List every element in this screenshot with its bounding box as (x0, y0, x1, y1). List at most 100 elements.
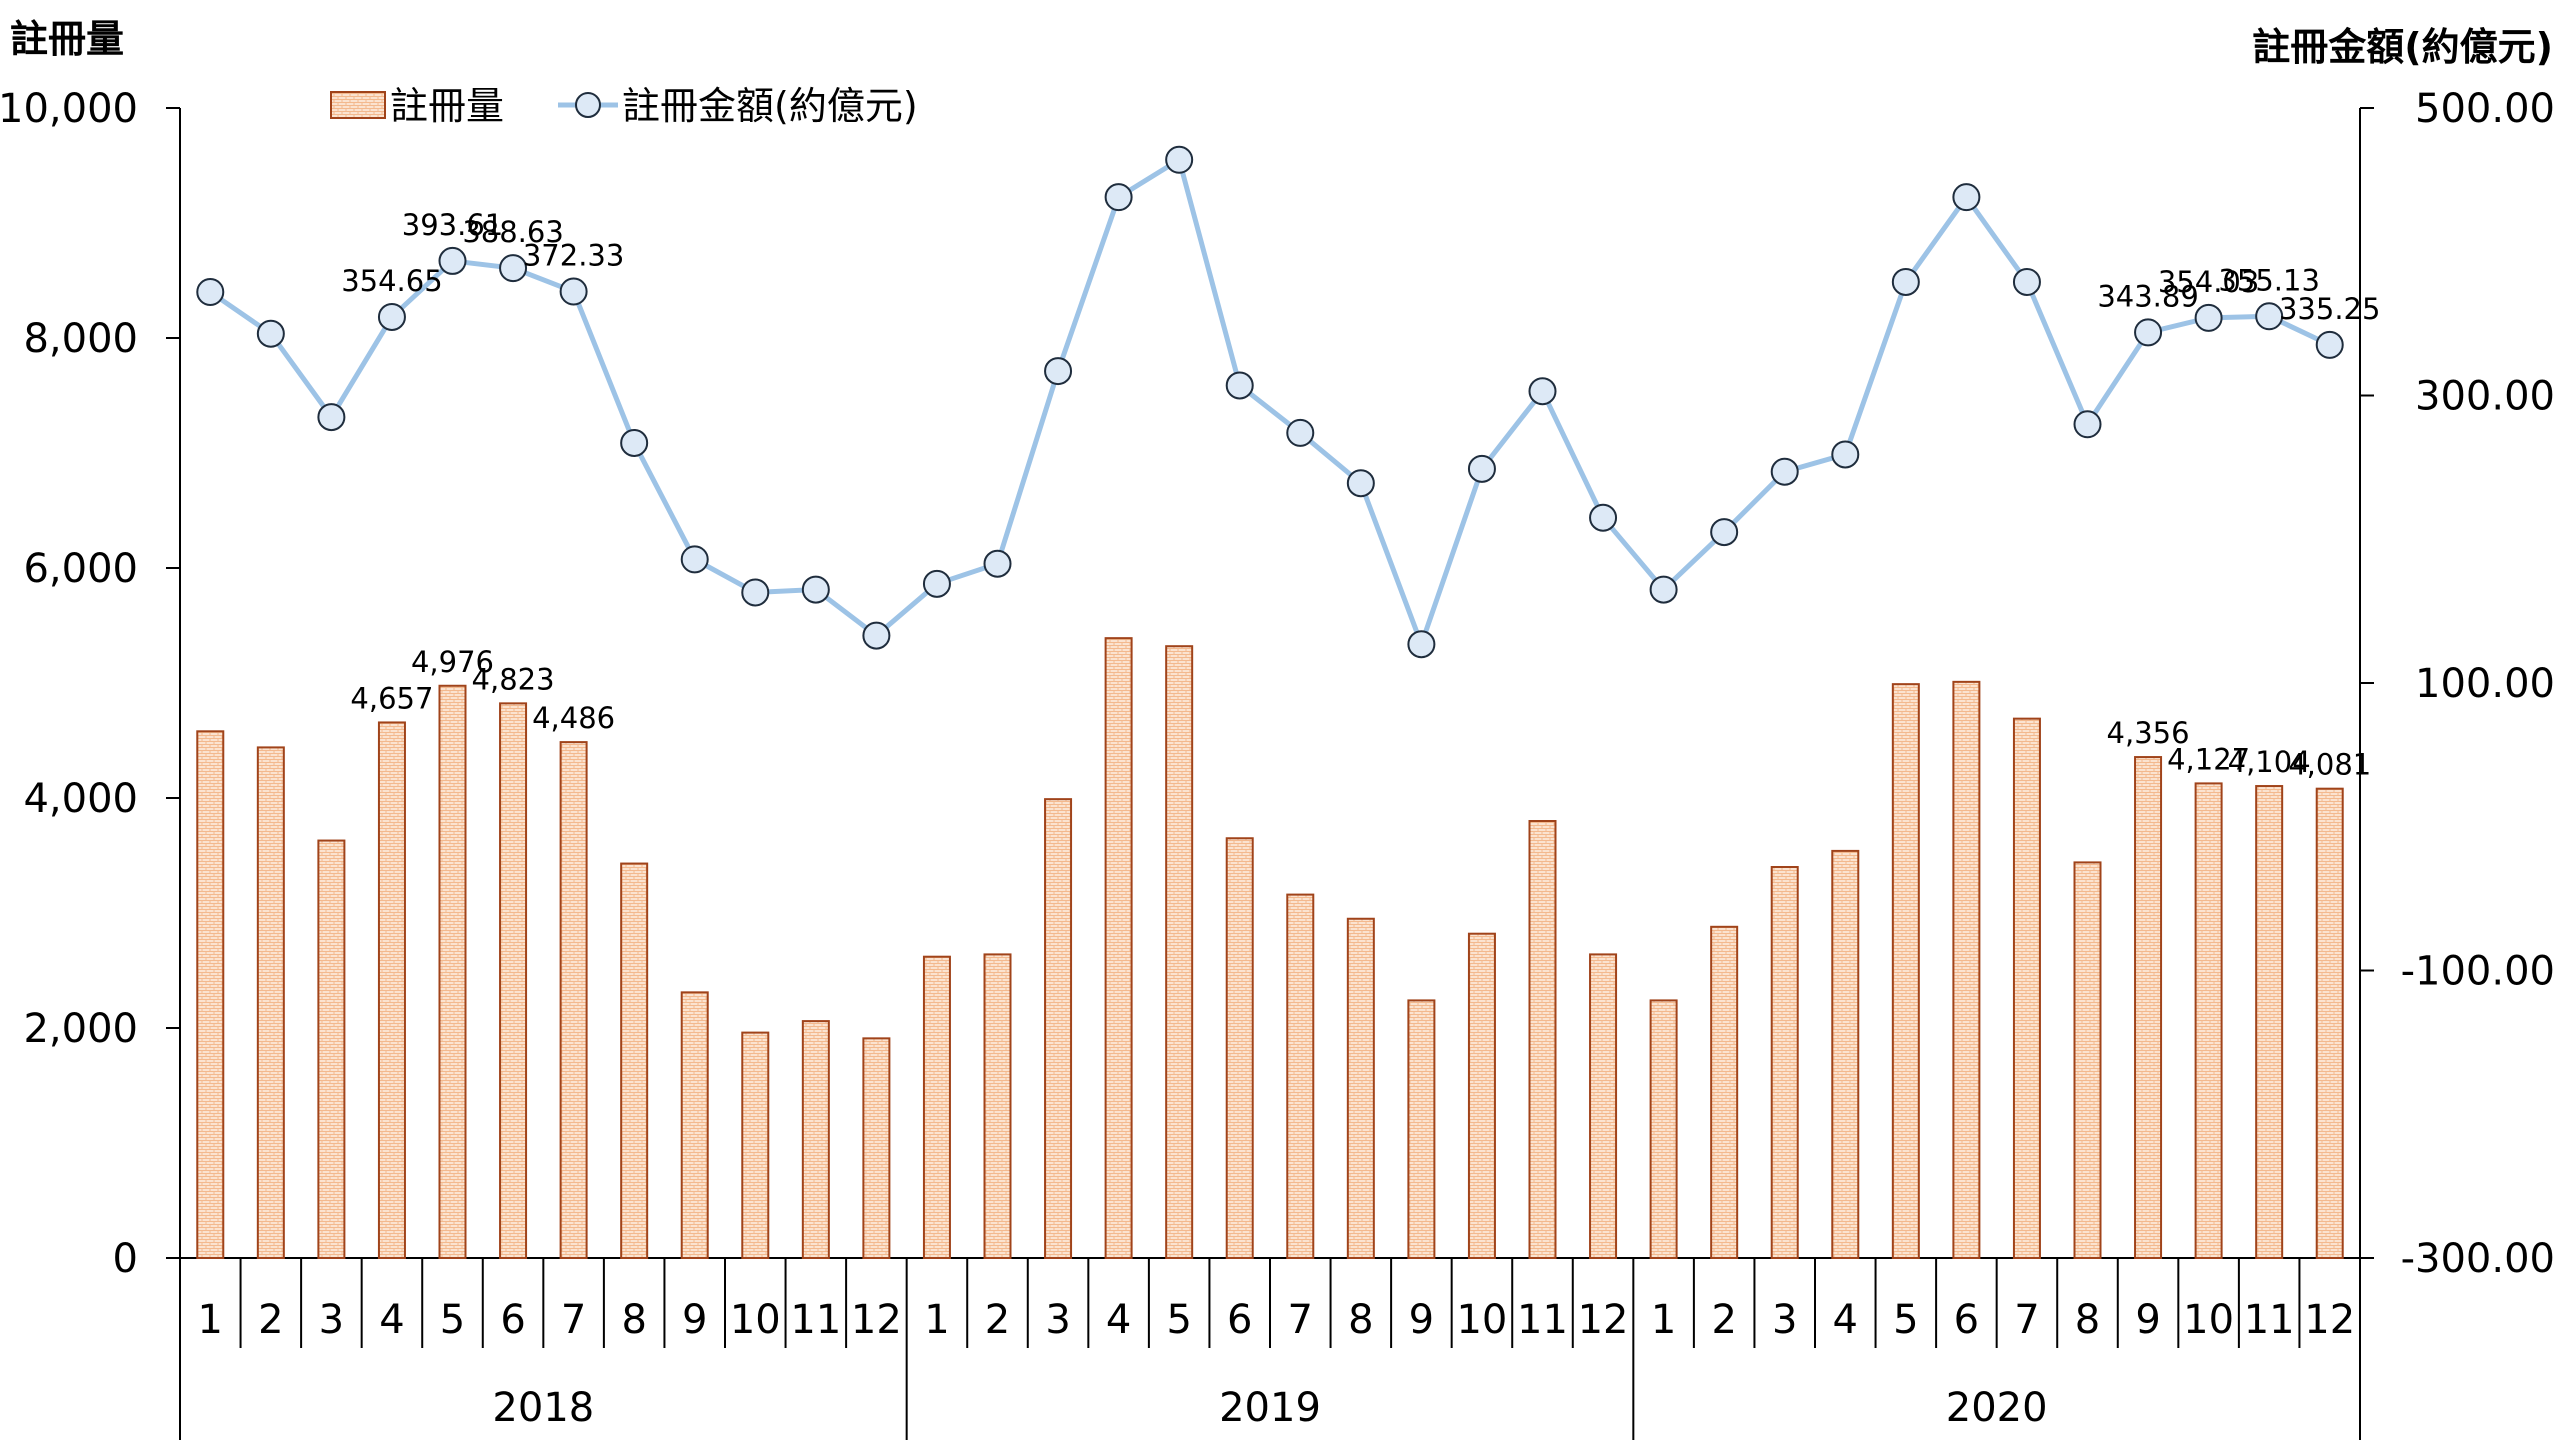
bar (1165, 645, 1194, 1259)
month-label: 6 (500, 1297, 525, 1343)
month-label: 6 (1227, 1297, 1252, 1343)
month-label: 6 (1954, 1297, 1979, 1343)
bar (377, 721, 406, 1259)
left-tick-label: 2,000 (23, 1006, 138, 1052)
month-label: 7 (561, 1297, 586, 1343)
line-point (983, 549, 1012, 578)
left-tick-label: 10,000 (0, 86, 138, 132)
month-label: 8 (621, 1297, 646, 1343)
line-point (1044, 357, 1073, 386)
month-label: 12 (2304, 1297, 2355, 1343)
bar (741, 1031, 770, 1259)
bar (862, 1037, 891, 1259)
line-series (196, 145, 2344, 659)
bar-data-label: 4,081 (2288, 748, 2371, 782)
bar-data-label: 4,657 (350, 681, 433, 715)
left-tick-label: 8,000 (23, 316, 138, 362)
bar (983, 953, 1012, 1260)
line-point (438, 246, 467, 275)
month-label: 9 (682, 1297, 707, 1343)
bar (2315, 787, 2344, 1259)
bar (922, 955, 951, 1259)
line-data-label: 354.65 (341, 264, 442, 298)
month-label: 3 (319, 1297, 344, 1343)
line-point (2134, 318, 2163, 347)
legend: 註冊量 註冊金額(約億元) (330, 84, 918, 128)
line-point (1286, 418, 1315, 447)
bar (680, 991, 709, 1259)
line-point (2073, 410, 2102, 439)
bar (196, 730, 225, 1259)
bar (1649, 999, 1678, 1260)
bar (620, 862, 649, 1259)
line-data-label: 355.13 (2218, 263, 2319, 297)
bar-data-label: 4,127 (2167, 742, 2250, 776)
line-point (1407, 630, 1436, 659)
right-tick-label: 500.00 (2415, 86, 2555, 132)
month-label: 2 (1711, 1297, 1736, 1343)
line-point (1831, 440, 1860, 469)
month-label: 10 (730, 1297, 781, 1343)
line-point (2315, 330, 2344, 359)
right-tick-label: 300.00 (2415, 374, 2555, 420)
bar (1891, 683, 1920, 1259)
month-label: 4 (379, 1297, 404, 1343)
month-label: 11 (2244, 1297, 2295, 1343)
bar (559, 741, 588, 1259)
line-point (1346, 469, 1375, 498)
month-label: 11 (1517, 1297, 1568, 1343)
bar (438, 684, 467, 1259)
bar (1589, 953, 1618, 1260)
line-point (2255, 302, 2284, 331)
left-tick-label: 6,000 (23, 546, 138, 592)
line-point (1770, 457, 1799, 486)
right-tick-label: 100.00 (2415, 661, 2555, 707)
line-point (499, 254, 528, 283)
month-label: 9 (1409, 1297, 1434, 1343)
bar-data-label: 4,104 (2228, 745, 2311, 779)
left-axis-title: 註冊量 (10, 17, 124, 61)
bar (1346, 917, 1375, 1259)
month-label: 8 (1348, 1297, 1373, 1343)
bar (1044, 798, 1073, 1260)
line-data-label: 393.61 (402, 208, 503, 242)
month-label: 4 (1833, 1297, 1858, 1343)
month-label: 7 (2014, 1297, 2039, 1343)
line-point (196, 278, 225, 306)
month-label: 1 (924, 1297, 949, 1343)
bar (256, 746, 285, 1260)
line-data-label: 372.33 (523, 239, 624, 273)
year-label: 2020 (1946, 1385, 2048, 1431)
bar (1952, 680, 1981, 1259)
bar (1407, 999, 1436, 1260)
month-label: 5 (1166, 1297, 1191, 1343)
bar (1467, 932, 1496, 1259)
line-data-label: 335.25 (2279, 292, 2380, 326)
month-label: 3 (1045, 1297, 1070, 1343)
line-point (620, 428, 649, 457)
line-point (1891, 267, 1920, 296)
bar (2134, 756, 2163, 1259)
month-label: 2 (985, 1297, 1010, 1343)
line-point (559, 277, 588, 306)
month-label: 5 (1893, 1297, 1918, 1343)
legend-bar-swatch (330, 91, 386, 119)
line-point (801, 575, 830, 604)
line-data-label: 343.89 (2097, 279, 2198, 313)
month-label: 4 (1106, 1297, 1131, 1343)
bar (2194, 782, 2223, 1260)
line-point (1225, 371, 1254, 400)
legend-bar-label: 註冊量 (390, 84, 504, 128)
line-data-label: 354.03 (2158, 265, 2259, 299)
month-label: 3 (1772, 1297, 1797, 1343)
line-point (317, 403, 346, 432)
line-point (1952, 183, 1981, 212)
month-label: 12 (851, 1297, 902, 1343)
month-label: 1 (1651, 1297, 1676, 1343)
year-label: 2018 (492, 1385, 594, 1431)
bar (1104, 637, 1133, 1259)
line-point (1649, 575, 1678, 604)
left-tick-label: 4,000 (23, 776, 138, 822)
line-point (2012, 267, 2041, 296)
